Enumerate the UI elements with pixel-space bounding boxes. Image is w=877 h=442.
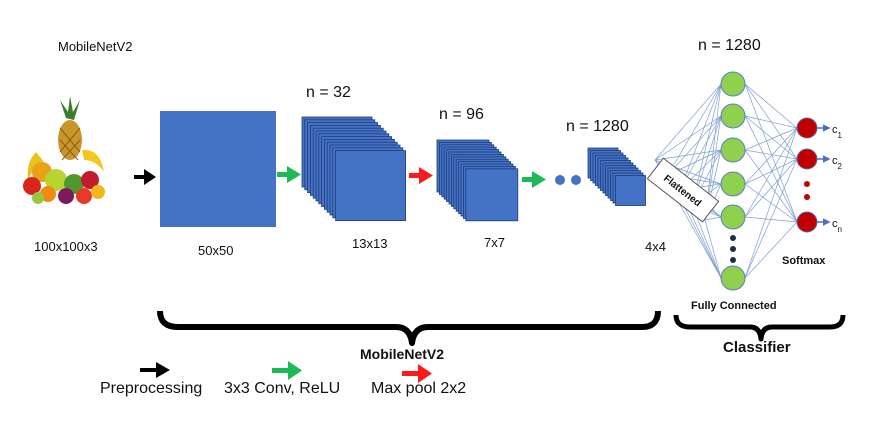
connection-line bbox=[667, 115, 722, 176]
stage-n-label: n = 96 bbox=[439, 106, 484, 123]
output-neuron bbox=[796, 211, 818, 233]
feature-map-50x50 bbox=[160, 111, 276, 227]
legend-label: Preprocessing bbox=[100, 380, 202, 397]
connection-line bbox=[744, 83, 798, 223]
fc-ellipsis-dot bbox=[730, 257, 736, 263]
connection-line bbox=[704, 216, 722, 221]
ellipsis-dot bbox=[571, 175, 581, 185]
class-output-label: c1 bbox=[832, 124, 843, 140]
class-output-label: cn bbox=[832, 218, 842, 234]
connection-line bbox=[744, 127, 798, 151]
stage-size-label: 13x13 bbox=[352, 236, 387, 251]
connection-line bbox=[744, 158, 798, 279]
max-pool-arrow bbox=[409, 167, 433, 184]
connection-line bbox=[744, 83, 798, 129]
softmax-label: Softmax bbox=[782, 255, 826, 267]
legend-label: Max pool 2x2 bbox=[371, 380, 466, 397]
legend-label: 3x3 Conv, ReLU bbox=[224, 380, 340, 397]
connection-line bbox=[744, 127, 798, 185]
stage-n-label: n = 1280 bbox=[566, 118, 629, 135]
feature-map-stack-13x13 bbox=[301, 116, 407, 222]
fc-neuron bbox=[720, 71, 746, 97]
legend-arrow-conv bbox=[272, 361, 302, 380]
conv-relu-arrow bbox=[522, 171, 546, 188]
input-size-label: 100x100x3 bbox=[34, 239, 98, 254]
connection-line bbox=[654, 115, 722, 161]
output-layer: c1 c2 cn bbox=[796, 117, 843, 234]
connection-line bbox=[744, 216, 798, 223]
backbone-brace bbox=[157, 310, 661, 346]
connection-line bbox=[744, 149, 798, 223]
feature-map-stack-4x4 bbox=[587, 147, 646, 206]
connection-line bbox=[679, 83, 722, 191]
feature-map bbox=[615, 175, 646, 206]
connection-line bbox=[744, 127, 798, 218]
feature-map-stack-7x7 bbox=[436, 139, 519, 222]
connection-line bbox=[744, 115, 798, 160]
feature-map bbox=[465, 168, 519, 222]
connection-line bbox=[744, 149, 798, 160]
fc-neuron bbox=[720, 204, 746, 230]
output-neuron bbox=[796, 148, 818, 170]
connection-line bbox=[667, 83, 722, 176]
fc-count-label: n = 1280 bbox=[698, 37, 761, 54]
output-ellipsis-dot bbox=[804, 181, 810, 187]
connection-line bbox=[744, 83, 798, 160]
fruit-basket-icon bbox=[23, 96, 105, 204]
fc-ellipsis-dot bbox=[730, 246, 736, 252]
legend-arrow-maxpool bbox=[402, 364, 432, 383]
fc-label: Fully Connected bbox=[691, 300, 777, 312]
ellipsis-dot bbox=[555, 175, 565, 185]
fc-neuron bbox=[720, 103, 746, 129]
fc-layer bbox=[720, 71, 746, 291]
output-neuron bbox=[796, 117, 818, 139]
connection-line bbox=[744, 158, 798, 218]
feature-map bbox=[335, 150, 407, 222]
connection-line bbox=[744, 115, 798, 129]
stage-size-label: 7x7 bbox=[484, 235, 505, 250]
legend: Preprocessing 3x3 Conv, ReLU Max pool 2x… bbox=[100, 361, 466, 397]
connection-line bbox=[744, 158, 798, 185]
conv-relu-arrow bbox=[277, 166, 301, 183]
connection-line bbox=[654, 149, 722, 161]
stage-size-label: 50x50 bbox=[198, 243, 233, 258]
fc-neuron bbox=[720, 137, 746, 163]
legend-arrow-preprocessing bbox=[140, 362, 170, 378]
stage-size-label: 4x4 bbox=[645, 239, 666, 254]
output-ellipsis-dot bbox=[804, 194, 810, 200]
connection-line bbox=[704, 219, 722, 279]
connection-line bbox=[744, 221, 798, 279]
classifier-group-label: Classifier bbox=[723, 339, 791, 356]
class-output-label: c2 bbox=[832, 155, 843, 171]
stage-n-label: n = 32 bbox=[306, 84, 351, 101]
fc-neuron bbox=[720, 171, 746, 197]
preprocessing-arrow bbox=[134, 169, 156, 185]
connection-line bbox=[744, 127, 798, 279]
fc-neuron bbox=[720, 265, 746, 291]
connection-line bbox=[654, 83, 722, 161]
diagram-title: MobileNetV2 bbox=[58, 39, 132, 54]
connection-line bbox=[744, 115, 798, 223]
fc-ellipsis-dot bbox=[730, 235, 736, 241]
backbone-group-label: MobileNetV2 bbox=[360, 346, 444, 362]
classifier-brace bbox=[673, 314, 846, 342]
